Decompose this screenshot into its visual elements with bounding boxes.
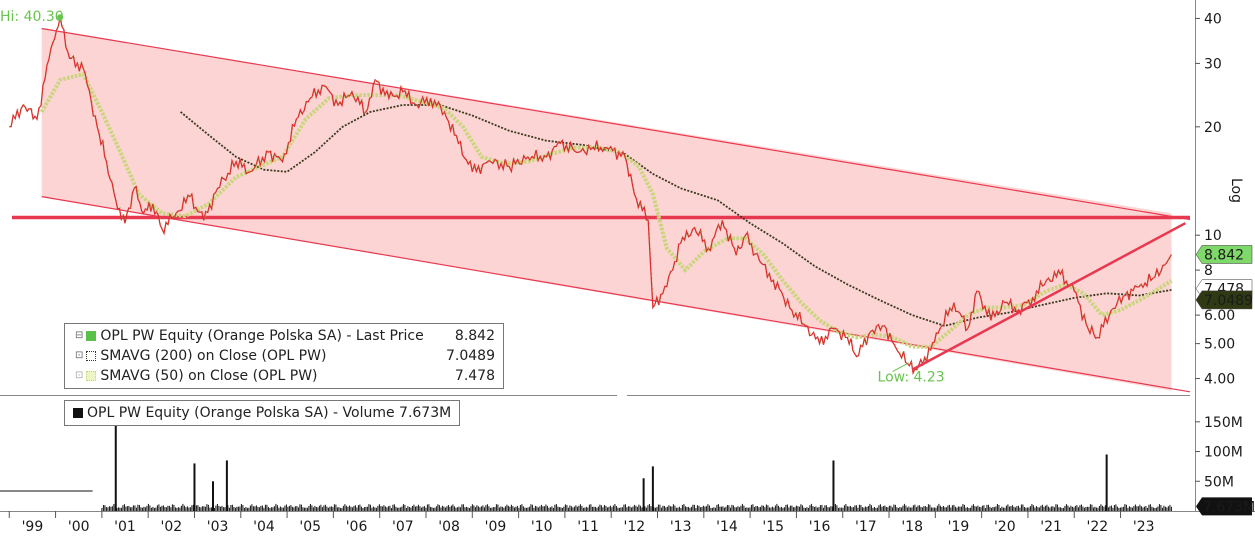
legend-swatch-sma200 — [86, 351, 97, 361]
legend-marker-sma200-icon: ⊡ — [75, 350, 84, 361]
price-panel: Hi: 40.30 Low: 4.23 — [0, 9, 1190, 393]
y-tick-label: 20 — [1204, 120, 1222, 136]
volume-value-tag — [1196, 497, 1252, 516]
legend-swatch-last-price — [86, 331, 97, 341]
legend-label-sma50: SMAVG (50) on Close (OPL PW) — [100, 368, 318, 384]
legend-swatch-sma50 — [86, 371, 97, 381]
volume-tick-label: 50M — [1204, 474, 1234, 490]
volume-panel — [0, 415, 1172, 511]
high-annotation: Hi: 40.30 — [0, 9, 64, 25]
x-tick-label: '01 — [114, 519, 136, 535]
price-line — [9, 17, 1173, 376]
y-tick-label: 40 — [1204, 11, 1222, 27]
value-tag-0: 8.842 — [1195, 245, 1253, 264]
channel-lower-line — [41, 196, 1190, 393]
volume-value-tag-text: 7.673M — [1203, 499, 1255, 515]
low-annotation: Low: 4.23 — [878, 370, 945, 386]
x-tick-label: '08 — [438, 519, 460, 535]
x-tick-label: '02 — [160, 519, 182, 535]
legend-row-volume: OPL PW Equity (Orange Polska SA) - Volum… — [73, 403, 451, 423]
legend-swatch-volume — [73, 408, 83, 418]
legend-label-volume: OPL PW Equity (Orange Polska SA) - Volum… — [87, 405, 452, 421]
x-tick-label: '19 — [948, 519, 970, 535]
x-tick-label: '99 — [22, 519, 44, 535]
channel-fill — [41, 28, 1172, 391]
x-tick-label: '21 — [1040, 519, 1062, 535]
volume-legend: OPL PW Equity (Orange Polska SA) - Volum… — [64, 400, 461, 426]
y-tick-label: 5.00 — [1204, 337, 1235, 353]
price-line-up-ticks — [10, 16, 1173, 373]
x-tick-label: '05 — [299, 519, 321, 535]
x-tick-label: '16 — [809, 519, 831, 535]
x-tick-label: '11 — [577, 519, 599, 535]
x-tick-label: '03 — [207, 519, 229, 535]
value-tag-shape — [1195, 290, 1253, 310]
legend-row-sma200: ⊡ SMAVG (200) on Close (OPL PW) 7.0489 — [75, 346, 495, 366]
x-tick-label: '04 — [253, 519, 275, 535]
y-tick-label: 10 — [1204, 228, 1222, 244]
x-tick-label: '12 — [624, 519, 646, 535]
value-tag-2: 7.0489 — [1195, 290, 1253, 310]
log-scale-label: Log — [1228, 178, 1244, 203]
legend-collapse-icon[interactable]: ⊟ — [75, 330, 84, 341]
support-trendline — [911, 222, 1186, 371]
legend-marker-sma50-icon: ⊡ — [75, 370, 84, 381]
volume-bars — [101, 503, 1172, 511]
sma200-line — [180, 104, 1172, 327]
y-tick-label: 6.00 — [1204, 308, 1235, 324]
legend-row-last-price: ⊟ OPL PW Equity (Orange Polska SA) - Las… — [75, 326, 495, 346]
x-tick-label: '10 — [531, 519, 553, 535]
legend-row-sma50: ⊡ SMAVG (50) on Close (OPL PW) 7.478 — [75, 366, 495, 386]
legend-value-sma200: 7.0489 — [446, 348, 495, 364]
low-leader — [892, 363, 908, 373]
x-tick-label: '18 — [901, 519, 923, 535]
x-tick-label: '14 — [716, 519, 738, 535]
legend-label-sma200: SMAVG (200) on Close (OPL PW) — [100, 348, 327, 364]
x-tick-label: '20 — [994, 519, 1016, 535]
x-tick-label: '09 — [485, 519, 507, 535]
x-tick-label: '06 — [346, 519, 368, 535]
x-tick-label: '07 — [392, 519, 414, 535]
value-tag-text: 8.842 — [1204, 247, 1244, 263]
sma50-line — [39, 71, 1173, 349]
volume-tick-label: 150M — [1204, 415, 1243, 431]
volume-tick-label: 100M — [1204, 445, 1243, 461]
price-legend: ⊟ OPL PW Equity (Orange Polska SA) - Las… — [64, 323, 504, 389]
x-tick-label: '13 — [670, 519, 692, 535]
legend-label-last-price: OPL PW Equity (Orange Polska SA) - Last … — [100, 328, 424, 344]
value-tag-text: 7.0489 — [1204, 293, 1253, 309]
x-tick-label: '17 — [855, 519, 877, 535]
x-tick-label: '23 — [1133, 519, 1155, 535]
x-tick-label: '00 — [68, 519, 90, 535]
y-tick-label: 8 — [1204, 263, 1213, 279]
value-tag-shape — [1195, 245, 1253, 264]
channel-upper-line — [41, 27, 1190, 221]
x-tick-label: '15 — [762, 519, 784, 535]
x-tick-label: '22 — [1087, 519, 1109, 535]
legend-value-sma50: 7.478 — [454, 368, 495, 384]
y-tick-label: 30 — [1204, 56, 1222, 72]
y-tick-label: 4.00 — [1204, 372, 1235, 388]
legend-value-last-price: 8.842 — [454, 328, 495, 344]
high-marker — [57, 14, 64, 21]
